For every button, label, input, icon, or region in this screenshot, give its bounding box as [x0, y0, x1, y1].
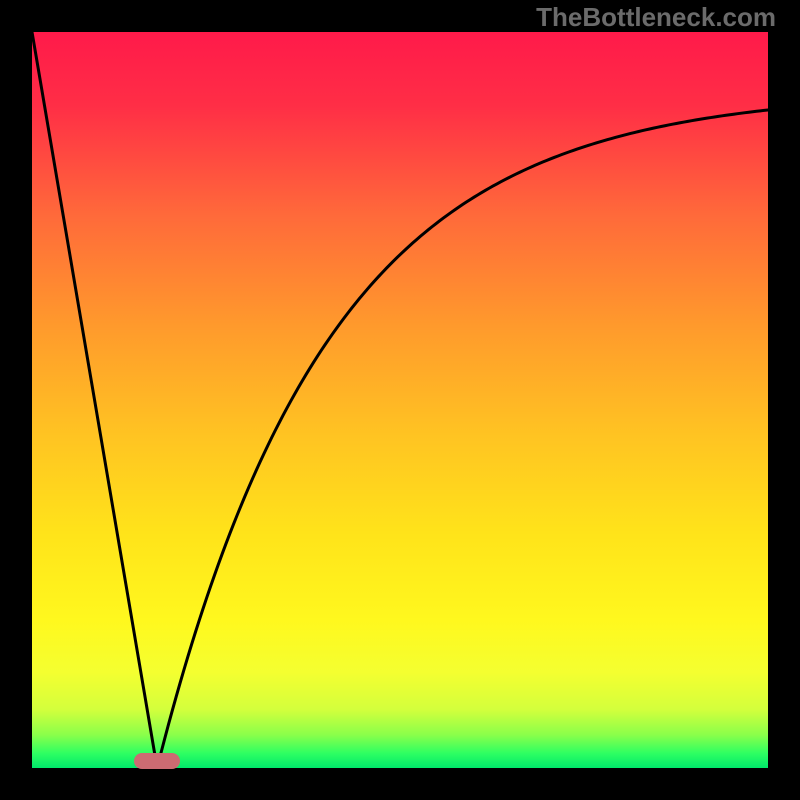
plot-area [32, 32, 768, 768]
minimum-marker [134, 753, 180, 769]
watermark: TheBottleneck.com [536, 2, 776, 33]
bottleneck-curve [32, 32, 768, 768]
chart-container: TheBottleneck.com [0, 0, 800, 800]
